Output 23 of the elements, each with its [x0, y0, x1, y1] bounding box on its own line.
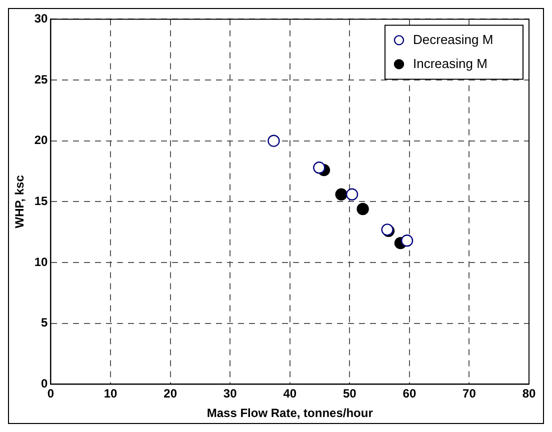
y-tick-label: 0 — [41, 376, 48, 391]
x-tick-label: 30 — [223, 386, 238, 401]
y-tick-label: 10 — [34, 254, 48, 269]
x-tick-label: 10 — [104, 386, 118, 401]
x-tick-label: 20 — [164, 386, 178, 401]
point — [335, 188, 348, 200]
x-tick-label: 70 — [462, 386, 476, 401]
legend-label: Increasing M — [413, 56, 488, 71]
x-axis-title: Mass Flow Rate, tonnes/hour — [206, 406, 374, 420]
legend-label: Decreasing M — [413, 32, 494, 47]
point — [356, 202, 369, 216]
x-tick-label: 40 — [283, 386, 297, 401]
y-tick-label: 15 — [34, 194, 48, 208]
y-tick-label: 30 — [34, 12, 48, 26]
y-tick-label: 20 — [34, 133, 48, 148]
y-tick-label: 5 — [41, 316, 48, 330]
x-tick-label: 50 — [342, 386, 357, 401]
x-tick-label: 80 — [522, 386, 536, 401]
x-tick-label: 60 — [402, 386, 416, 401]
point — [313, 162, 326, 174]
point — [400, 234, 414, 247]
y-tick-label: 25 — [34, 72, 48, 86]
y-axis-title: WHP, ksc — [12, 174, 27, 228]
